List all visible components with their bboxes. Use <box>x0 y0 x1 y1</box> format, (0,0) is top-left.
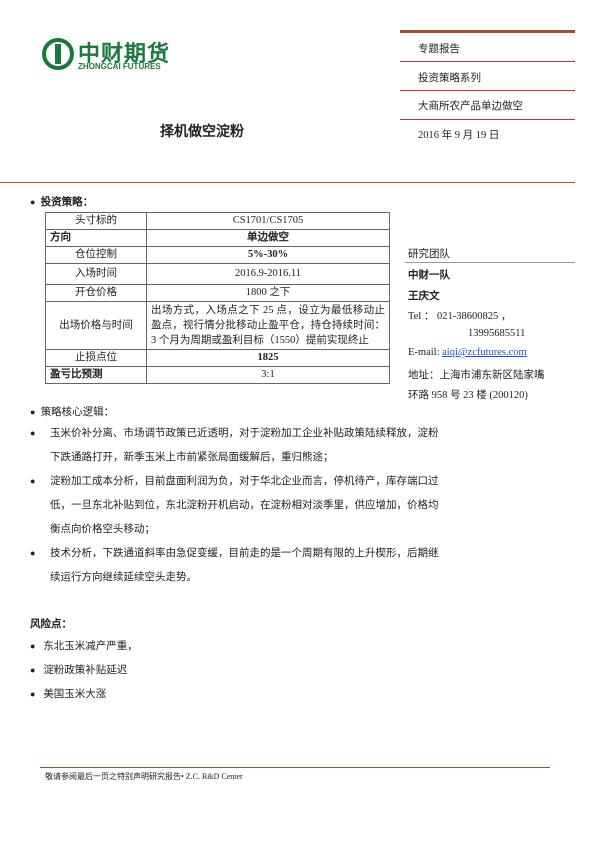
email-link[interactable]: aiqi@zcfutures.com <box>442 347 527 358</box>
cell: 仓位控制 <box>45 246 147 264</box>
analyst-name: 王庆文 <box>408 291 440 302</box>
cell: 5%-30% <box>146 246 390 264</box>
logic-list: ● 玉米价补分离、市场调节政策已近透明，对于淀粉加工企业补贴政策陆续释放，淀粉下跌… <box>30 422 439 590</box>
logo-subtext: ZHONGCAI FUTURES <box>78 62 161 71</box>
mobile: 13995685511 <box>468 328 526 339</box>
risk-item: ● 东北玉米减产严重， <box>30 641 138 652</box>
cell: 头寸标的 <box>45 212 147 230</box>
address: 地址：上海市浦东新区陆家嘴 <box>408 370 545 381</box>
logic-item: ● 淀粉加工成本分析，目前盘面利润为负，对于华北企业而言，停机待产，库存端口过低，… <box>30 470 439 542</box>
strategy-table: 头寸标的 CS1701/CS1705 方向 单边做空 仓位控制 5%-30% 入场时间… <box>45 212 390 384</box>
risk-item: ● 淀粉政策补贴延迟 <box>30 665 128 676</box>
risk-heading: 风险点： <box>30 619 72 630</box>
risk-item: ● 美国玉米大涨 <box>30 689 107 700</box>
rule <box>0 182 575 183</box>
cell: 1825 <box>146 349 390 367</box>
cell: 3:1 <box>146 366 390 384</box>
cell: 2016.9-2016.11 <box>146 263 390 285</box>
logo-icon <box>42 38 74 70</box>
cell: 入场时间 <box>45 263 147 285</box>
title: 择机做空淀粉 <box>160 125 244 140</box>
phone: Tel ： 021-38600825 ， <box>408 311 512 322</box>
logic-item: ● 玉米价补分离、市场调节政策已近透明，对于淀粉加工企业补贴政策陆续释放，淀粉下跌… <box>30 422 439 470</box>
footer: 敬请参阅最后一页之特别声明研究报告• Z.C. R&D Center <box>45 772 243 781</box>
risk-text: 美国玉米大涨 <box>43 689 107 700</box>
cell: 止损点位 <box>45 349 147 367</box>
tag: 大商所农产品单边做空 <box>418 101 523 112</box>
tag: 投资策略系列 <box>418 73 481 84</box>
heading-text: 策略核心逻辑： <box>40 407 115 418</box>
footer-rule <box>40 767 550 768</box>
cell: 盈亏比预测 <box>45 366 147 384</box>
address: 环路 958 号 23 楼 (200120) <box>408 390 528 401</box>
rule <box>400 61 575 62</box>
rule <box>405 262 575 263</box>
rule <box>400 30 575 33</box>
team-heading: 研究团队 <box>408 249 450 260</box>
cell: 出场方式，入场点之下 25 点，设立为最低移动止盈点，视行情分批移动止盈平仓，持… <box>146 301 390 350</box>
email-row: E-mail: aiqi@zcfutures.com <box>408 347 527 358</box>
logic-heading: ● 策略核心逻辑： <box>30 407 115 418</box>
cell: 开仓价格 <box>45 284 147 302</box>
cell: 方向 <box>45 229 147 247</box>
tag: 专题报告 <box>418 44 460 55</box>
paragraph: 技术分析，下跌通道斜率由急促变缓，目前走的是一个周期有限的上升楔形，后期继续运行… <box>50 548 439 583</box>
paragraph: 玉米价补分离、市场调节政策已近透明，对于淀粉加工企业补贴政策陆续释放，淀粉下跌通… <box>50 428 439 463</box>
email-label: E-mail: <box>408 347 440 358</box>
heading-text: 投资策略： <box>40 197 94 208</box>
date: 2016 年 9 月 19 日 <box>418 130 500 141</box>
risk-text: 东北玉米减产严重， <box>43 641 138 652</box>
cell: 出场价格与时间 <box>45 301 147 350</box>
cell: 单边做空 <box>146 229 390 247</box>
rule <box>400 119 575 120</box>
team-group: 中财一队 <box>408 270 450 281</box>
paragraph: 淀粉加工成本分析，目前盘面利润为负，对于华北企业而言，停机待产，库存端口过低，一… <box>50 476 439 535</box>
cell: CS1701/CS1705 <box>146 212 390 230</box>
logic-item: ● 技术分析，下跌通道斜率由急促变缓，目前走的是一个周期有限的上升楔形，后期继续运… <box>30 542 439 590</box>
rule <box>400 90 575 91</box>
risk-text: 淀粉政策补贴延迟 <box>43 665 128 676</box>
section-heading: ● 投资策略： <box>30 197 94 208</box>
logo-text: 中财期货 <box>78 42 171 67</box>
cell: 1800 之下 <box>146 284 390 302</box>
